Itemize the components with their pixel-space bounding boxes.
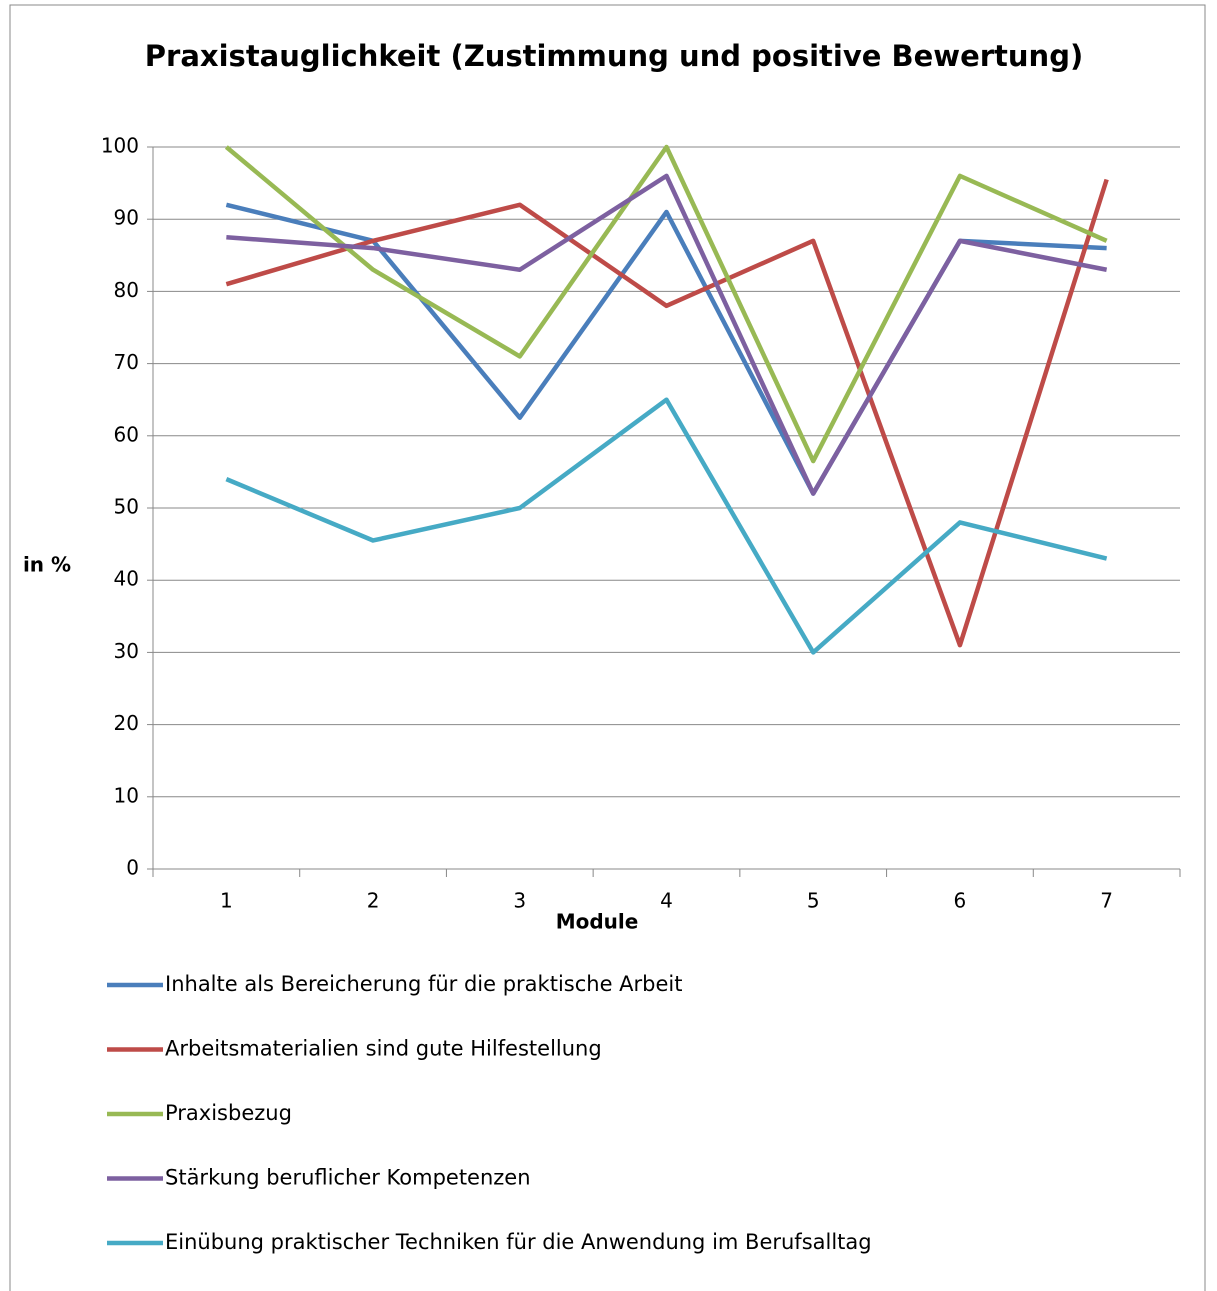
- y-tick-label: 20: [114, 711, 139, 735]
- x-tick-label: 7: [1100, 889, 1113, 913]
- y-tick-label: 30: [114, 639, 139, 663]
- x-tick-label: 5: [807, 889, 820, 913]
- y-tick-label: 90: [114, 206, 139, 230]
- y-tick-label: 0: [126, 856, 139, 880]
- y-tick-label: 50: [114, 495, 139, 519]
- x-axis-title: Module: [556, 910, 639, 934]
- y-tick-label: 80: [114, 278, 139, 302]
- y-tick-label: 10: [114, 783, 139, 807]
- x-tick-label: 3: [513, 889, 526, 913]
- series-line: [224, 144, 1108, 464]
- legend-label: Arbeitsmaterialien sind gute Hilfestellu…: [165, 1037, 602, 1061]
- series-line: [226, 173, 1108, 496]
- series-line: [225, 178, 1109, 648]
- y-tick-label: 70: [114, 350, 139, 374]
- x-tick-label: 4: [660, 889, 673, 913]
- y-tick-label: 40: [114, 567, 139, 591]
- y-tick-label: 60: [114, 422, 139, 446]
- x-tick-label: 2: [367, 889, 380, 913]
- legend-label: Praxisbezug: [165, 1101, 292, 1125]
- x-tick-label: 6: [954, 889, 967, 913]
- y-tick-label: 100: [101, 134, 139, 158]
- series-line: [225, 397, 1108, 655]
- legend-label: Inhalte als Bereicherung für die praktis…: [165, 972, 683, 996]
- x-tick-label: 1: [220, 889, 233, 913]
- y-axis-title: in %: [23, 553, 71, 577]
- chart-title: Praxistauglichkeit (Zustimmung und posit…: [145, 39, 1083, 73]
- legend-label: Stärkung beruflicher Kompetenzen: [165, 1166, 531, 1190]
- legend-label: Einübung praktischer Techniken für die A…: [165, 1230, 872, 1254]
- chart-frame: [9, 4, 1206, 1291]
